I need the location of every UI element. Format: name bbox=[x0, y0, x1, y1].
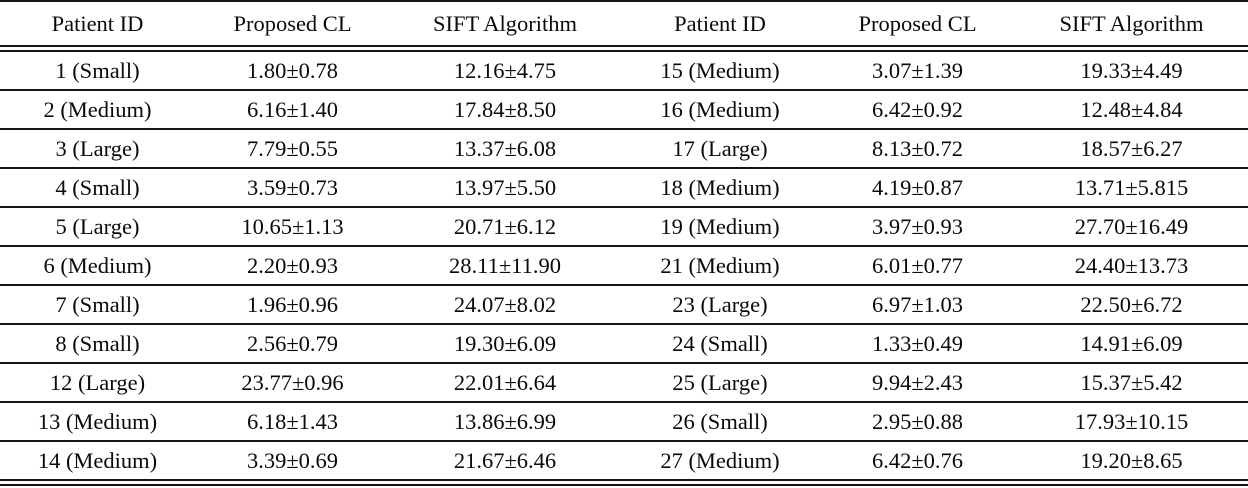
proposed-cl-cell: 10.65±1.13 bbox=[241, 213, 344, 239]
patient-id-cell: 13 (Medium) bbox=[37, 408, 158, 434]
sift-algorithm-cell: 17.84±8.50 bbox=[453, 96, 557, 122]
sift-algorithm-cell: 19.20±8.65 bbox=[1080, 447, 1183, 473]
proposed-cl-cell: 9.94±2.43 bbox=[871, 369, 964, 395]
patient-id-cell: 1 (Small) bbox=[55, 57, 140, 83]
patient-id-cell: 4 (Small) bbox=[55, 174, 140, 200]
table-row: 1 (Small) 1.80±0.78 12.16±4.75 15 (Medium) 3… bbox=[0, 49, 1248, 90]
patient-id-cell: 3 (Large) bbox=[55, 135, 140, 161]
table-row: 3 (Large) 7.79±0.55 13.37±6.08 17 (Large) 8.… bbox=[0, 129, 1248, 168]
sift-algorithm-cell: 14.91±6.09 bbox=[1080, 330, 1183, 356]
sift-algorithm-cell: 13.37±6.08 bbox=[453, 135, 557, 161]
table-body: 1 (Small) 1.80±0.78 12.16±4.75 15 (Medium) 3… bbox=[0, 49, 1248, 483]
sift-algorithm-cell: 12.48±4.84 bbox=[1080, 96, 1183, 122]
proposed-cl-cell: 6.42±0.76 bbox=[871, 447, 964, 473]
proposed-cl-cell: 3.59±0.73 bbox=[246, 174, 339, 200]
patient-id-cell: 8 (Small) bbox=[55, 330, 140, 356]
patient-id-cell: 7 (Small) bbox=[55, 291, 140, 317]
table-row: 8 (Small) 2.56±0.79 19.30±6.09 24 (Small) 1.… bbox=[0, 324, 1248, 363]
proposed-cl-cell: 1.80±0.78 bbox=[246, 57, 339, 83]
sift-algorithm-cell: 20.71±6.12 bbox=[453, 213, 557, 239]
table-row: 6 (Medium) 2.20±0.93 28.11±11.90 21 (Medium… bbox=[0, 246, 1248, 285]
table-row: 14 (Medium) 3.39±0.69 21.67±6.46 27 (Medium… bbox=[0, 441, 1248, 483]
proposed-cl-cell: 7.79±0.55 bbox=[246, 135, 339, 161]
column-header-patient-id: Patient ID bbox=[51, 10, 144, 36]
table-row: 12 (Large) 23.77±0.96 22.01±6.64 25 (Large)… bbox=[0, 363, 1248, 402]
sift-algorithm-cell: 22.50±6.72 bbox=[1080, 291, 1183, 317]
sift-algorithm-cell: 12.16±4.75 bbox=[453, 57, 557, 83]
proposed-cl-cell: 8.13±0.72 bbox=[871, 135, 964, 161]
sift-algorithm-cell: 13.97±5.50 bbox=[453, 174, 557, 200]
sift-algorithm-cell: 18.57±6.27 bbox=[1080, 135, 1183, 161]
patient-id-cell: 24 (Small) bbox=[672, 330, 768, 356]
proposed-cl-cell: 6.16±1.40 bbox=[246, 96, 339, 122]
table-header: Patient ID Proposed CL SIFT Algorithm Patie… bbox=[0, 1, 1248, 49]
sift-algorithm-cell: 21.67±6.46 bbox=[453, 447, 557, 473]
patient-id-cell: 19 (Medium) bbox=[660, 213, 780, 239]
proposed-cl-cell: 6.42±0.92 bbox=[871, 96, 964, 122]
column-header-proposed-cl: Proposed CL bbox=[233, 10, 352, 36]
proposed-cl-cell: 23.77±0.96 bbox=[241, 369, 344, 395]
patient-id-cell: 15 (Medium) bbox=[660, 57, 780, 83]
column-header-sift-algorithm: SIFT Algorithm bbox=[1059, 10, 1204, 36]
table-row: 7 (Small) 1.96±0.96 24.07±8.02 23 (Large) 6.… bbox=[0, 285, 1248, 324]
proposed-cl-cell: 6.01±0.77 bbox=[871, 252, 964, 278]
patient-id-cell: 12 (Large) bbox=[49, 369, 146, 395]
patient-id-cell: 26 (Small) bbox=[672, 408, 768, 434]
proposed-cl-cell: 1.33±0.49 bbox=[871, 330, 964, 356]
proposed-cl-cell: 3.97±0.93 bbox=[871, 213, 964, 239]
sift-algorithm-cell: 28.11±11.90 bbox=[449, 252, 561, 278]
patient-id-cell: 17 (Large) bbox=[672, 135, 768, 161]
proposed-cl-cell: 2.95±0.88 bbox=[871, 408, 964, 434]
sift-algorithm-cell: 17.93±10.15 bbox=[1074, 408, 1189, 434]
sift-algorithm-cell: 19.33±4.49 bbox=[1080, 57, 1183, 83]
proposed-cl-cell: 2.56±0.79 bbox=[246, 330, 339, 356]
table-row: 13 (Medium) 6.18±1.43 13.86±6.99 26 (Small)… bbox=[0, 402, 1248, 441]
sift-algorithm-cell: 19.30±6.09 bbox=[453, 330, 557, 356]
sift-algorithm-cell: 15.37±5.42 bbox=[1080, 369, 1183, 395]
patient-id-cell: 5 (Large) bbox=[55, 213, 140, 239]
patient-id-cell: 21 (Medium) bbox=[660, 252, 780, 278]
table-row: 4 (Small) 3.59±0.73 13.97±5.50 18 (Medium) 4… bbox=[0, 168, 1248, 207]
column-header-proposed-cl: Proposed CL bbox=[858, 10, 977, 36]
sift-algorithm-cell: 13.71±5.815 bbox=[1074, 174, 1189, 200]
header-row: Patient ID Proposed CL SIFT Algorithm Patie… bbox=[0, 1, 1248, 49]
patient-id-cell: 23 (Large) bbox=[672, 291, 768, 317]
patient-id-cell: 6 (Medium) bbox=[43, 252, 152, 278]
sift-algorithm-cell: 24.40±13.73 bbox=[1074, 252, 1189, 278]
proposed-cl-cell: 2.20±0.93 bbox=[246, 252, 339, 278]
sift-algorithm-cell: 13.86±6.99 bbox=[453, 408, 557, 434]
patient-id-cell: 16 (Medium) bbox=[660, 96, 780, 122]
sift-algorithm-cell: 24.07±8.02 bbox=[453, 291, 557, 317]
column-header-patient-id: Patient ID bbox=[674, 10, 766, 36]
proposed-cl-cell: 3.39±0.69 bbox=[246, 447, 339, 473]
column-header-sift-algorithm: SIFT Algorithm bbox=[433, 10, 577, 36]
proposed-cl-cell: 1.96±0.96 bbox=[246, 291, 339, 317]
patient-id-cell: 27 (Medium) bbox=[660, 447, 780, 473]
proposed-cl-cell: 3.07±1.39 bbox=[871, 57, 964, 83]
table-row: 2 (Medium) 6.16±1.40 17.84±8.50 16 (Medium)… bbox=[0, 90, 1248, 129]
patient-id-cell: 14 (Medium) bbox=[37, 447, 158, 473]
patient-id-cell: 2 (Medium) bbox=[43, 96, 152, 122]
sift-algorithm-cell: 22.01±6.64 bbox=[453, 369, 557, 395]
proposed-cl-cell: 6.97±1.03 bbox=[871, 291, 964, 317]
proposed-cl-cell: 4.19±0.87 bbox=[871, 174, 964, 200]
patient-id-cell: 18 (Medium) bbox=[660, 174, 780, 200]
patient-id-cell: 25 (Large) bbox=[672, 369, 768, 395]
sift-algorithm-cell: 27.70±16.49 bbox=[1074, 213, 1189, 239]
table-row: 5 (Large) 10.65±1.13 20.71±6.12 19 (Medium)… bbox=[0, 207, 1248, 246]
proposed-cl-cell: 6.18±1.43 bbox=[246, 408, 339, 434]
